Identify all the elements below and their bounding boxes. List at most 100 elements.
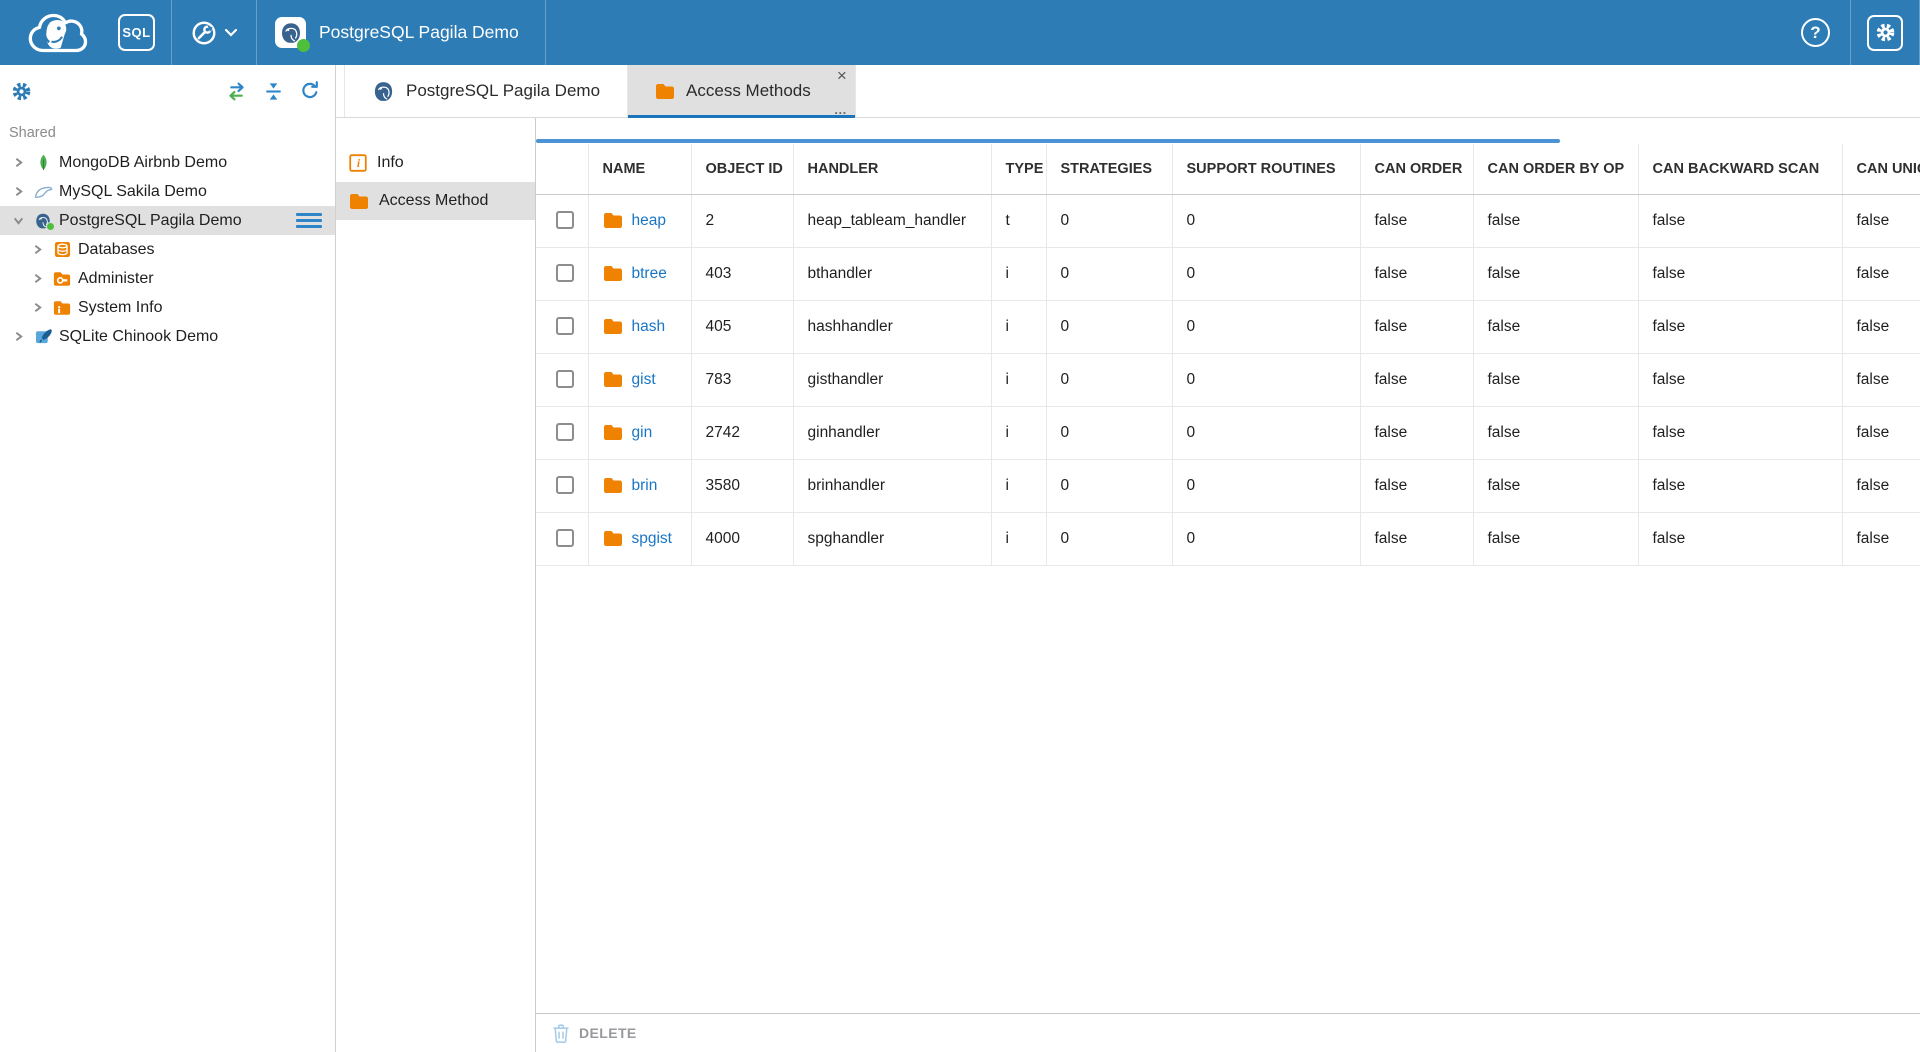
row-checkbox[interactable] [555, 370, 574, 389]
cell-name: gin [588, 406, 692, 460]
grid-scrollbar-track [536, 118, 1920, 144]
shared-section-label: Shared [9, 125, 56, 141]
active-tab-underline [628, 115, 855, 118]
horizontal-scrollbar-thumb[interactable] [536, 139, 1561, 143]
column-header[interactable]: HANDLER [793, 144, 992, 195]
info-icon: i [349, 154, 367, 172]
chevron-right-icon[interactable] [7, 330, 30, 343]
cell-can_backward_scan: false [1638, 459, 1843, 513]
subpanel-item-access-method[interactable]: Access Method [336, 182, 535, 220]
cell-object_id: 405 [691, 300, 794, 354]
collapse-all-icon[interactable] [263, 81, 284, 102]
row-name-link[interactable]: btree [631, 264, 667, 282]
column-header[interactable]: OBJECT ID [691, 144, 794, 195]
table-row: gist 783 gisthandler i 0 0 false false false fals… [536, 353, 1920, 407]
row-name-link[interactable]: brin [631, 476, 658, 494]
connection-title-tab[interactable]: PostgreSQL Pagila Demo [257, 17, 545, 52]
cell-name: btree [588, 247, 692, 301]
tools-menu-button[interactable] [172, 19, 256, 47]
column-header[interactable]: CAN ORDER BY OP [1473, 144, 1639, 195]
sidebar-item-databases[interactable]: Databases [0, 235, 335, 264]
row-checkbox[interactable] [555, 317, 574, 336]
cell-can_order_by_op: false [1473, 247, 1639, 301]
mysql-dolphin-icon [30, 184, 56, 200]
swap-connections-icon[interactable] [225, 80, 248, 103]
row-name-link[interactable]: hash [631, 317, 666, 335]
chevron-right-icon[interactable] [7, 156, 30, 169]
chevron-right-icon[interactable] [26, 301, 49, 314]
subpanel-item-info[interactable]: i Info [336, 144, 535, 182]
cell-object_id: 403 [691, 247, 794, 301]
row-checkbox[interactable] [555, 423, 574, 442]
cell-can_order_by_op: false [1473, 194, 1639, 248]
cell-can_order: false [1360, 406, 1474, 460]
row-name-link[interactable]: spgist [631, 529, 673, 547]
column-header[interactable]: TYPE [991, 144, 1047, 195]
cell-strategies: 0 [1046, 406, 1173, 460]
chevron-down-icon[interactable] [7, 214, 30, 227]
cell-can_backward_scan: false [1638, 194, 1843, 248]
cell-type: t [991, 194, 1047, 248]
row-checkbox[interactable] [555, 264, 574, 283]
postgresql-icon [374, 81, 393, 101]
sidebar-item-postgresql-connection[interactable]: PostgreSQL Pagila Demo [0, 206, 335, 235]
dog-cloud-icon [28, 13, 88, 52]
sidebar-item-label: PostgreSQL Pagila Demo [59, 211, 242, 229]
column-header[interactable]: CAN BACKWARD SCAN [1638, 144, 1843, 195]
column-header[interactable]: NAME [588, 144, 692, 195]
row-checkbox[interactable] [555, 476, 574, 495]
cell-can_unique: false [1842, 353, 1920, 407]
cell-can_backward_scan: false [1638, 300, 1843, 354]
row-name-link[interactable]: gin [631, 423, 653, 441]
tab-more-icon[interactable]: ... [834, 102, 847, 117]
column-header[interactable]: CAN ORDER [1360, 144, 1474, 195]
table-row: btree 403 bthandler i 0 0 false false false false [536, 247, 1920, 301]
sidebar-item-sqlite-connection[interactable]: SQLite Chinook Demo [0, 322, 335, 351]
sidebar-item-mongodb-connection[interactable]: MongoDB Airbnb Demo [0, 148, 335, 177]
table-row: hash 405 hashhandler i 0 0 false false false fals… [536, 300, 1920, 354]
grid-footer-toolbar: DELETE [536, 1013, 1920, 1052]
cell-support_routines: 0 [1172, 194, 1361, 248]
cell-support_routines: 0 [1172, 512, 1361, 566]
delete-button[interactable]: DELETE [579, 1025, 637, 1041]
chevron-right-icon[interactable] [7, 185, 30, 198]
column-header[interactable]: SUPPORT ROUTINES [1172, 144, 1361, 195]
cell-can_order_by_op: false [1473, 406, 1639, 460]
sidebar-settings-gear-icon[interactable] [10, 80, 33, 103]
close-icon[interactable]: × [836, 66, 847, 85]
settings-button[interactable] [1867, 14, 1903, 51]
chevron-right-icon[interactable] [26, 272, 49, 285]
cell-strategies: 0 [1046, 300, 1173, 354]
administer-folder-icon [49, 271, 75, 287]
postgresql-icon [30, 212, 56, 231]
sidebar-item-label: SQLite Chinook Demo [59, 327, 219, 345]
tab-connection-overview[interactable]: PostgreSQL Pagila Demo [344, 65, 627, 117]
grid-header-row: NAME OBJECT ID HANDLER TYPE STRATEGIES SUPPOR… [536, 144, 1920, 195]
object-type-panel: i Info Access Method [336, 118, 536, 1052]
row-checkbox[interactable] [555, 529, 574, 548]
tab-label: PostgreSQL Pagila Demo [406, 81, 601, 100]
sidebar-item-mysql-connection[interactable]: MySQL Sakila Demo [0, 177, 335, 206]
tab-access-methods[interactable]: Access Methods × ... [627, 65, 856, 118]
column-header[interactable]: CAN UNIQUE [1842, 144, 1920, 195]
sql-tools-button[interactable]: SQL [118, 14, 155, 51]
cell-object_id: 2 [691, 194, 794, 248]
cell-support_routines: 0 [1172, 406, 1361, 460]
cell-handler: spghandler [793, 512, 992, 566]
connection-menu-icon[interactable] [296, 213, 322, 228]
help-button[interactable]: ? [1801, 18, 1830, 47]
row-name-link[interactable]: heap [631, 211, 666, 229]
cell-can_order: false [1360, 247, 1474, 301]
row-checkbox[interactable] [555, 211, 574, 230]
column-header[interactable]: STRATEGIES [1046, 144, 1173, 195]
cell-can_order: false [1360, 353, 1474, 407]
refresh-icon[interactable] [299, 80, 321, 102]
row-checkbox-cell [536, 459, 589, 513]
row-name-link[interactable]: gist [631, 370, 656, 388]
cell-can_order_by_op: false [1473, 300, 1639, 354]
cell-can_order: false [1360, 512, 1474, 566]
dbgate-logo[interactable] [0, 10, 112, 56]
sidebar-item-system-info[interactable]: System Info [0, 293, 335, 322]
sidebar-item-administer[interactable]: Administer [0, 264, 335, 293]
chevron-right-icon[interactable] [26, 243, 49, 256]
